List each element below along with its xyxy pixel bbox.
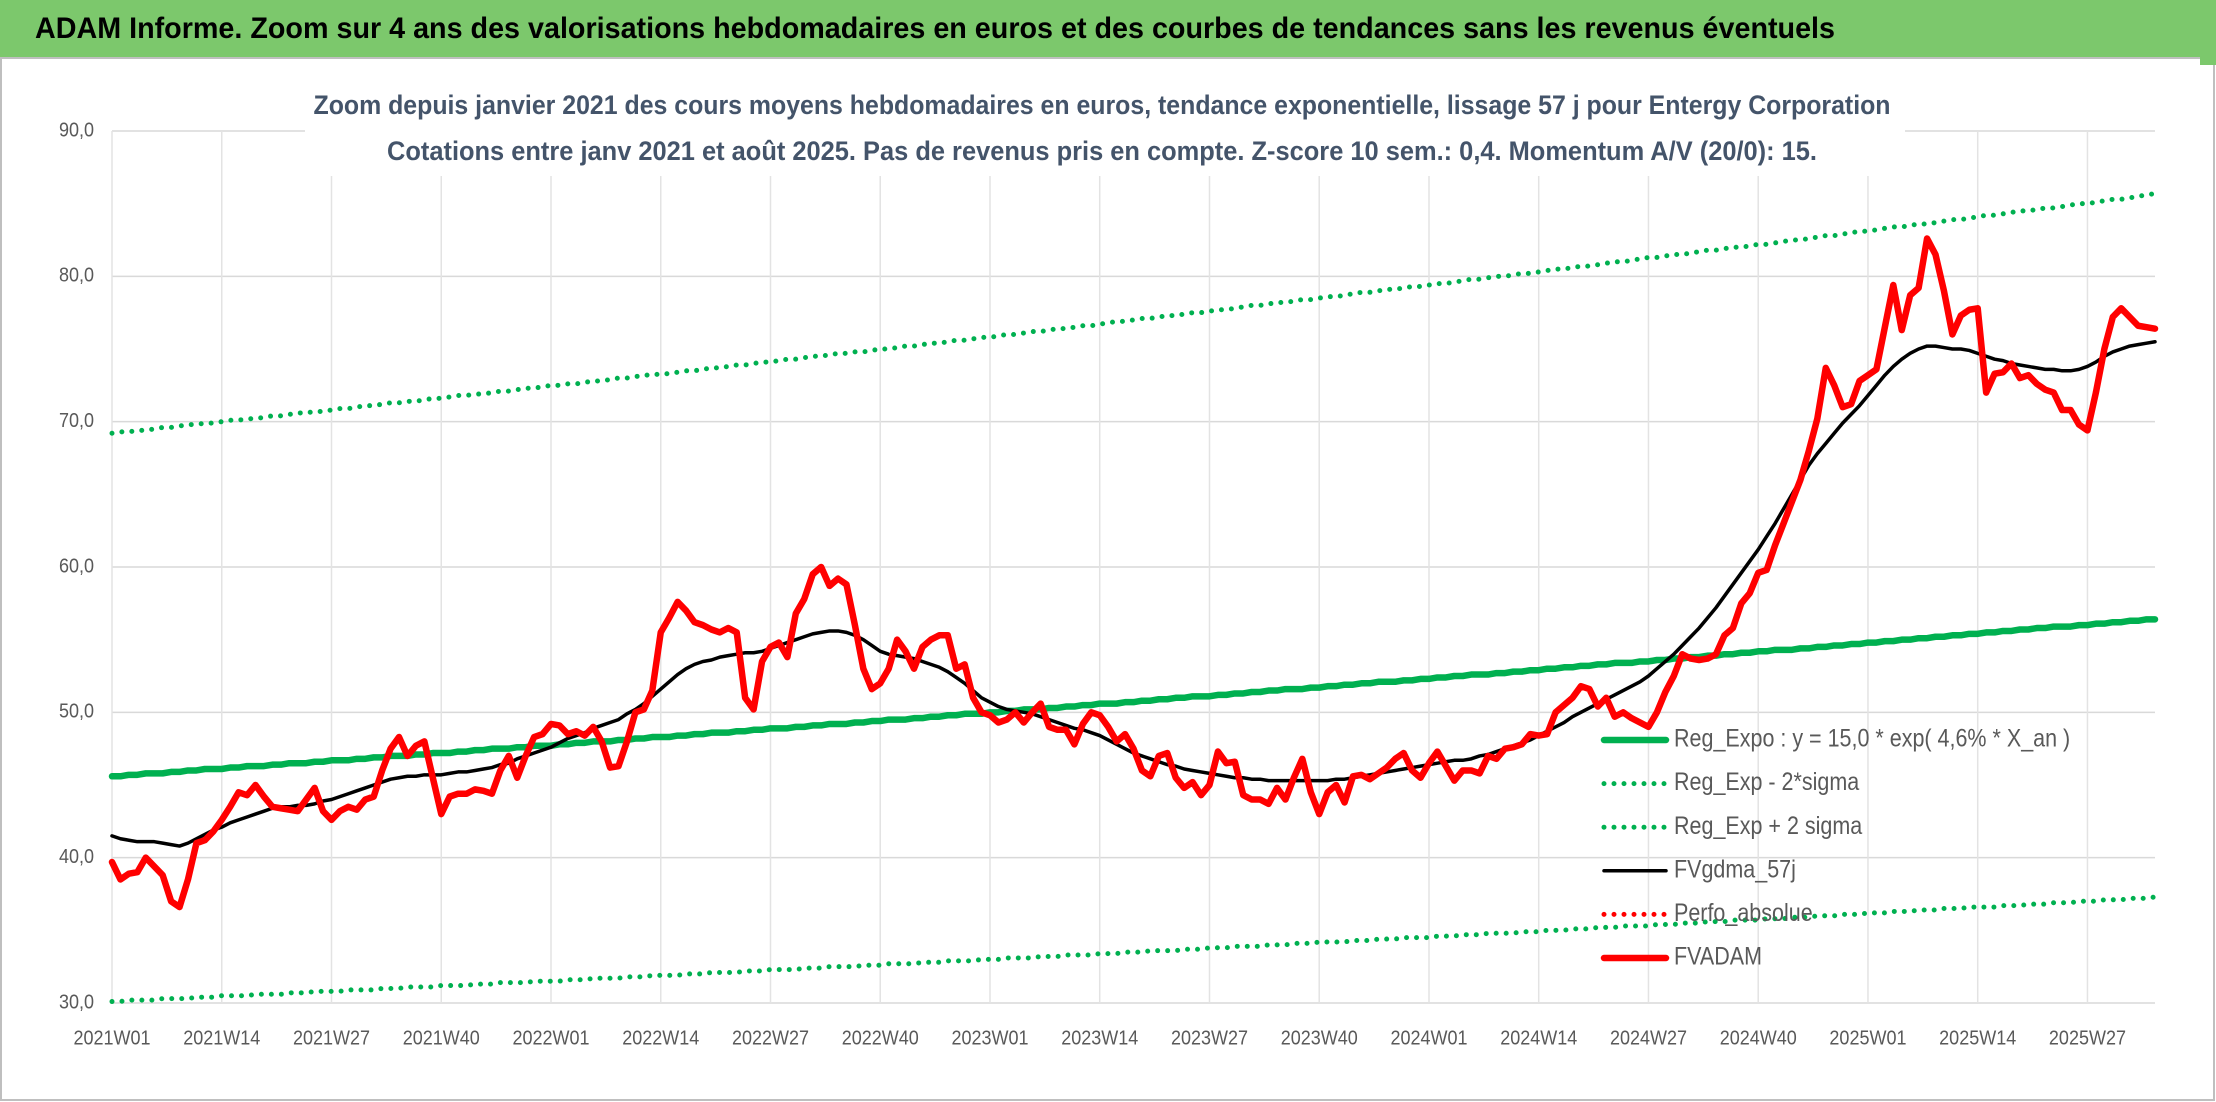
legend-label: Reg_Exp - 2*sigma <box>1674 768 1859 796</box>
y-tick-label: 90,0 <box>59 119 94 141</box>
legend-label: Reg_Exp + 2 sigma <box>1674 812 1862 840</box>
chart-frame <box>0 57 2215 1101</box>
y-tick-label: 30,0 <box>59 991 94 1013</box>
y-tick-label: 40,0 <box>59 846 94 868</box>
x-tick-label: 2023W14 <box>1061 1027 1138 1049</box>
x-tick-label: 2023W40 <box>1281 1027 1358 1049</box>
x-tick-label: 2023W01 <box>951 1027 1028 1049</box>
x-tick-label: 2021W14 <box>183 1027 260 1049</box>
chart-subtitle: Cotations entre janv 2021 et août 2025. … <box>387 136 1817 166</box>
series-line <box>108 235 2159 911</box>
y-tick-label: 70,0 <box>59 410 94 432</box>
x-tick-label: 2024W27 <box>1610 1027 1687 1049</box>
x-tick-label: 2025W27 <box>2049 1027 2126 1049</box>
y-tick-label: 80,0 <box>59 265 94 287</box>
series-group <box>108 190 2159 1005</box>
y-tick-label: 60,0 <box>59 555 94 577</box>
x-tick-label: 2021W01 <box>73 1027 150 1049</box>
legend-label: FVgdma_57j <box>1674 855 1796 883</box>
y-tick-label: 50,0 <box>59 701 94 723</box>
x-tick-label: 2024W14 <box>1500 1027 1577 1049</box>
subtitle-background <box>305 84 1905 176</box>
series-line <box>109 190 2158 436</box>
title-bar-corner <box>2200 57 2216 65</box>
x-tick-label: 2022W14 <box>622 1027 699 1049</box>
x-tick-label: 2022W01 <box>512 1027 589 1049</box>
legend-label: Perfo_absolue <box>1674 899 1813 927</box>
legend-label: Reg_Expo : y = 15,0 * exp( 4,6% * X_an ) <box>1674 725 2070 753</box>
series-line <box>108 616 2159 780</box>
x-tick-label: 2025W01 <box>1829 1027 1906 1049</box>
legend-label: FVADAM <box>1674 943 1762 971</box>
chart-subtitle: Zoom depuis janvier 2021 des cours moyen… <box>314 90 1891 120</box>
x-tick-label: 2022W27 <box>732 1027 809 1049</box>
x-tick-label: 2021W27 <box>293 1027 370 1049</box>
title-bar <box>0 0 2216 57</box>
x-tick-label: 2024W40 <box>1720 1027 1797 1049</box>
x-tick-label: 2025W14 <box>1939 1027 2016 1049</box>
x-tick-label: 2021W40 <box>403 1027 480 1049</box>
x-tick-label: 2024W01 <box>1390 1027 1467 1049</box>
x-tick-label: 2023W27 <box>1171 1027 1248 1049</box>
axis-labels: 30,0 40,0 50,0 60,0 70,0 80,0 90,0 2021W01 2021W… <box>59 119 2126 1049</box>
x-tick-label: 2022W40 <box>842 1027 919 1049</box>
legend: Reg_Expo : y = 15,0 * exp( 4,6% * X_an )… <box>1600 725 2070 971</box>
chart-title: ADAM Informe. Zoom sur 4 ans des valoris… <box>35 12 1835 45</box>
series-line <box>109 894 2158 1005</box>
